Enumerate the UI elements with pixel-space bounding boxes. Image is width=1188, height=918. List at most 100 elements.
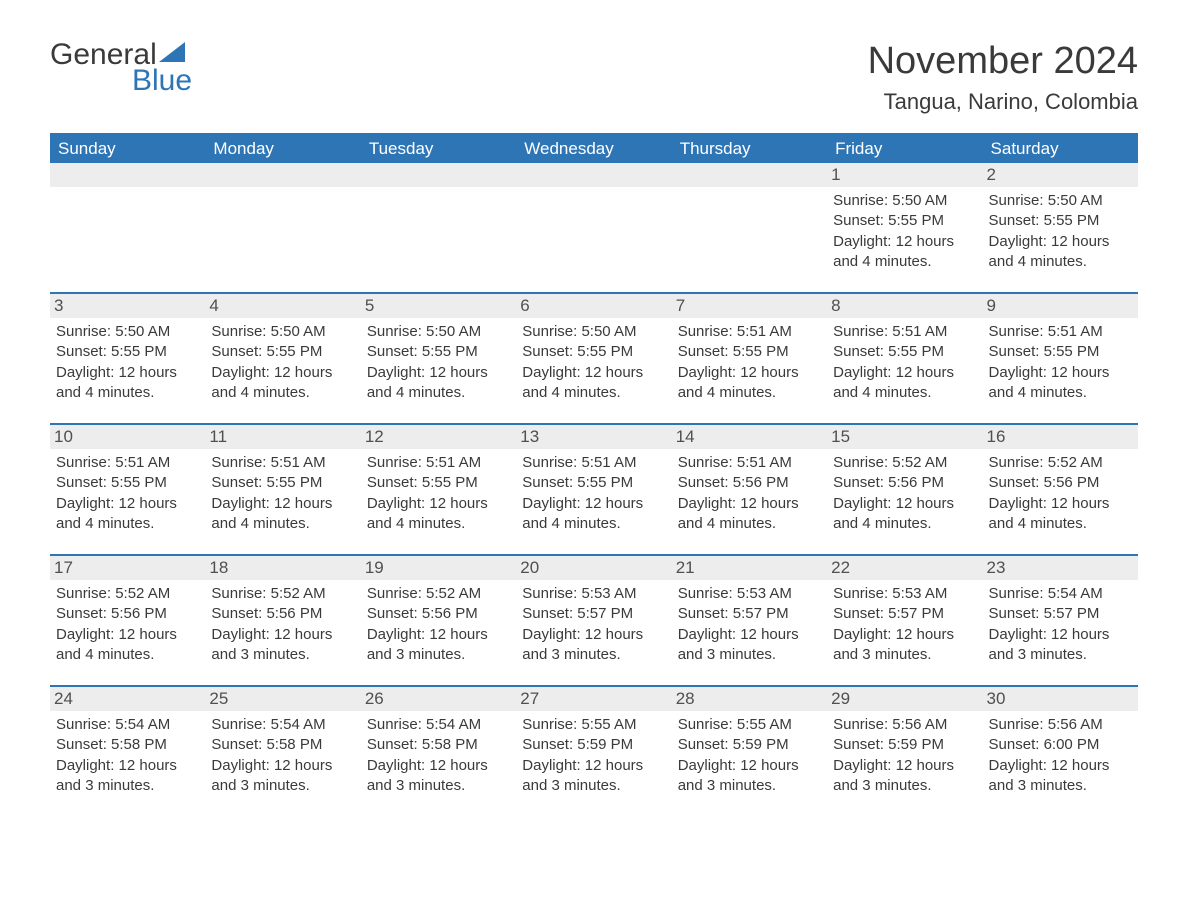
- sunrise-text: Sunrise: 5:51 AM: [56, 453, 199, 473]
- day-number: [672, 163, 827, 187]
- sunrise-text: Sunrise: 5:50 AM: [367, 322, 510, 342]
- sunrise-text: Sunrise: 5:53 AM: [678, 584, 821, 604]
- sunset-text: Sunset: 5:56 PM: [56, 604, 199, 624]
- sunset-text: Sunset: 5:55 PM: [367, 342, 510, 362]
- sunrise-text: Sunrise: 5:51 AM: [989, 322, 1132, 342]
- day-number: 19: [361, 556, 516, 580]
- sunset-text: Sunset: 5:55 PM: [56, 473, 199, 493]
- daylight-text: Daylight: 12 hours and 4 minutes.: [833, 232, 976, 273]
- day-number: 10: [50, 425, 205, 449]
- calendar-day-cell: 13Sunrise: 5:51 AMSunset: 5:55 PMDayligh…: [516, 424, 671, 555]
- day-data: Sunrise: 5:53 AMSunset: 5:57 PMDaylight:…: [678, 584, 821, 665]
- day-data: Sunrise: 5:56 AMSunset: 5:59 PMDaylight:…: [833, 715, 976, 796]
- calendar-day-cell: 11 Sunrise: 5:51 AMSunset: 5:55 PMDayligh…: [205, 424, 360, 555]
- day-data: Sunrise: 5:50 AMSunset: 5:55 PMDaylight:…: [367, 322, 510, 403]
- calendar-day-cell: [672, 163, 827, 293]
- day-data: Sunrise: 5:52 AMSunset: 5:56 PMDaylight:…: [989, 453, 1132, 534]
- sunset-text: Sunset: 5:55 PM: [678, 342, 821, 362]
- calendar-week-row: 17Sunrise: 5:52 AMSunset: 5:56 PMDayligh…: [50, 555, 1138, 686]
- weekday-header: Thursday: [672, 134, 827, 163]
- daylight-text: Daylight: 12 hours and 4 minutes.: [56, 494, 199, 535]
- sunrise-text: Sunrise: 5:51 AM: [678, 322, 821, 342]
- sunset-text: Sunset: 5:57 PM: [678, 604, 821, 624]
- sunset-text: Sunset: 5:55 PM: [833, 211, 976, 231]
- daylight-text: Daylight: 12 hours and 3 minutes.: [56, 756, 199, 797]
- day-data: Sunrise: 5:50 AMSunset: 5:55 PMDaylight:…: [211, 322, 354, 403]
- day-number: 14: [672, 425, 827, 449]
- sunset-text: Sunset: 5:55 PM: [989, 342, 1132, 362]
- header: General Blue November 2024 Tangua, Narin…: [50, 40, 1138, 115]
- location: Tangua, Narino, Colombia: [868, 89, 1138, 115]
- sunrise-text: Sunrise: 5:54 AM: [211, 715, 354, 735]
- calendar-day-cell: 15Sunrise: 5:52 AMSunset: 5:56 PMDayligh…: [827, 424, 982, 555]
- daylight-text: Daylight: 12 hours and 3 minutes.: [678, 625, 821, 666]
- day-number: 7: [672, 294, 827, 318]
- sunrise-text: Sunrise: 5:52 AM: [367, 584, 510, 604]
- day-data: Sunrise: 5:51 AMSunset: 5:55 PMDaylight:…: [211, 453, 354, 534]
- calendar-day-cell: 10 Sunrise: 5:51 AMSunset: 5:55 PMDayligh…: [50, 424, 205, 555]
- day-data: Sunrise: 5:50 AMSunset: 5:55 PMDaylight:…: [833, 191, 976, 272]
- title-block: November 2024 Tangua, Narino, Colombia: [868, 40, 1138, 115]
- daylight-text: Daylight: 12 hours and 4 minutes.: [833, 363, 976, 404]
- day-number: 9: [983, 294, 1138, 318]
- day-number: 24: [50, 687, 205, 711]
- daylight-text: Daylight: 12 hours and 3 minutes.: [211, 625, 354, 666]
- day-data: Sunrise: 5:50 AMSunset: 5:55 PMDaylight:…: [56, 322, 199, 403]
- weekday-header: Saturday: [983, 134, 1138, 163]
- sunset-text: Sunset: 5:59 PM: [833, 735, 976, 755]
- sunset-text: Sunset: 5:58 PM: [367, 735, 510, 755]
- sunrise-text: Sunrise: 5:53 AM: [522, 584, 665, 604]
- sunrise-text: Sunrise: 5:51 AM: [367, 453, 510, 473]
- calendar-body: 1Sunrise: 5:50 AMSunset: 5:55 PMDaylight…: [50, 163, 1138, 816]
- sunset-text: Sunset: 5:57 PM: [522, 604, 665, 624]
- day-number: 4: [205, 294, 360, 318]
- daylight-text: Daylight: 12 hours and 3 minutes.: [678, 756, 821, 797]
- sunrise-text: Sunrise: 5:55 AM: [678, 715, 821, 735]
- sunset-text: Sunset: 5:55 PM: [367, 473, 510, 493]
- daylight-text: Daylight: 12 hours and 4 minutes.: [678, 494, 821, 535]
- day-number: 21: [672, 556, 827, 580]
- day-data: Sunrise: 5:52 AMSunset: 5:56 PMDaylight:…: [833, 453, 976, 534]
- sunrise-text: Sunrise: 5:51 AM: [678, 453, 821, 473]
- calendar-day-cell: 27Sunrise: 5:55 AMSunset: 5:59 PMDayligh…: [516, 686, 671, 816]
- sunrise-text: Sunrise: 5:52 AM: [211, 584, 354, 604]
- sunset-text: Sunset: 5:56 PM: [989, 473, 1132, 493]
- calendar-day-cell: 18Sunrise: 5:52 AMSunset: 5:56 PMDayligh…: [205, 555, 360, 686]
- day-data: Sunrise: 5:54 AMSunset: 5:58 PMDaylight:…: [211, 715, 354, 796]
- sunset-text: Sunset: 5:58 PM: [211, 735, 354, 755]
- weekday-header: Wednesday: [516, 134, 671, 163]
- day-number: [205, 163, 360, 187]
- sunset-text: Sunset: 5:56 PM: [367, 604, 510, 624]
- calendar-day-cell: 1Sunrise: 5:50 AMSunset: 5:55 PMDaylight…: [827, 163, 982, 293]
- day-number: [50, 163, 205, 187]
- calendar-day-cell: 23Sunrise: 5:54 AMSunset: 5:57 PMDayligh…: [983, 555, 1138, 686]
- daylight-text: Daylight: 12 hours and 3 minutes.: [211, 756, 354, 797]
- sunset-text: Sunset: 5:57 PM: [833, 604, 976, 624]
- sunrise-text: Sunrise: 5:54 AM: [56, 715, 199, 735]
- day-number: 13: [516, 425, 671, 449]
- sunset-text: Sunset: 5:56 PM: [833, 473, 976, 493]
- day-data: Sunrise: 5:54 AMSunset: 5:58 PMDaylight:…: [367, 715, 510, 796]
- calendar-day-cell: 3Sunrise: 5:50 AMSunset: 5:55 PMDaylight…: [50, 293, 205, 424]
- calendar-day-cell: 8Sunrise: 5:51 AMSunset: 5:55 PMDaylight…: [827, 293, 982, 424]
- day-data: Sunrise: 5:52 AMSunset: 5:56 PMDaylight:…: [211, 584, 354, 665]
- day-data: Sunrise: 5:53 AMSunset: 5:57 PMDaylight:…: [522, 584, 665, 665]
- day-number: 25: [205, 687, 360, 711]
- day-data: Sunrise: 5:55 AMSunset: 5:59 PMDaylight:…: [522, 715, 665, 796]
- day-number: 29: [827, 687, 982, 711]
- day-number: 8: [827, 294, 982, 318]
- calendar-day-cell: 30Sunrise: 5:56 AMSunset: 6:00 PMDayligh…: [983, 686, 1138, 816]
- sunrise-text: Sunrise: 5:55 AM: [522, 715, 665, 735]
- day-data: Sunrise: 5:52 AMSunset: 5:56 PMDaylight:…: [367, 584, 510, 665]
- sunset-text: Sunset: 5:58 PM: [56, 735, 199, 755]
- sunrise-text: Sunrise: 5:52 AM: [56, 584, 199, 604]
- sunset-text: Sunset: 5:59 PM: [522, 735, 665, 755]
- weekday-header: Friday: [827, 134, 982, 163]
- weekday-header: Tuesday: [361, 134, 516, 163]
- day-number: 11: [205, 425, 360, 449]
- calendar-day-cell: [50, 163, 205, 293]
- sunset-text: Sunset: 5:55 PM: [522, 473, 665, 493]
- sunset-text: Sunset: 5:55 PM: [989, 211, 1132, 231]
- calendar-day-cell: 17Sunrise: 5:52 AMSunset: 5:56 PMDayligh…: [50, 555, 205, 686]
- sunset-text: Sunset: 5:56 PM: [678, 473, 821, 493]
